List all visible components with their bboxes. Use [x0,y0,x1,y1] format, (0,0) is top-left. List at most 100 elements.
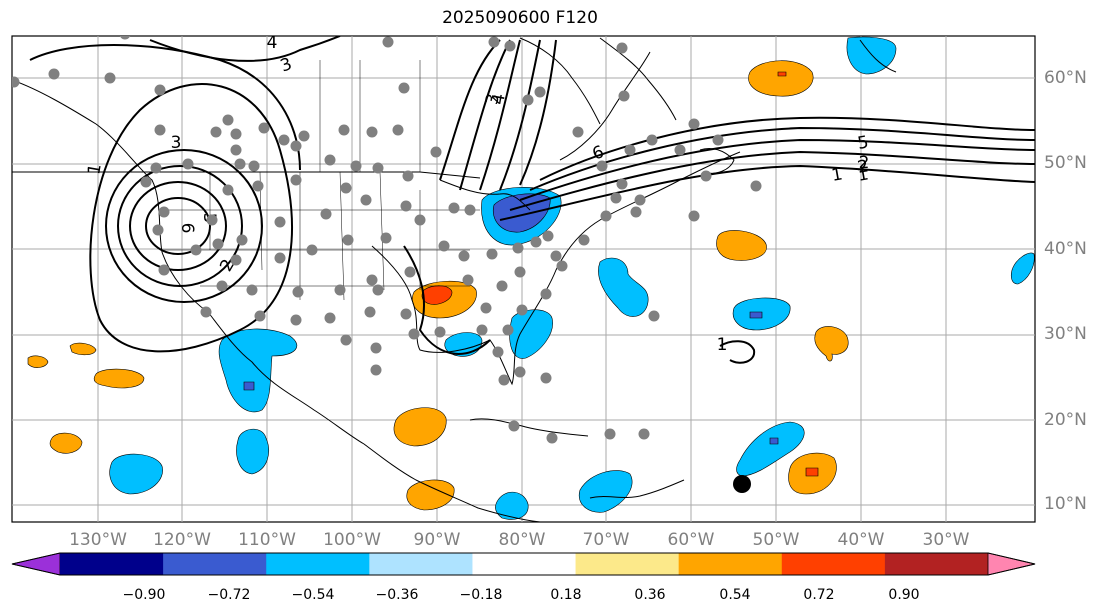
station-dot [274,216,286,228]
station-dot [750,180,762,192]
station-dot [182,158,194,170]
lon-label: 120°W [153,530,211,550]
station-dot [540,288,552,300]
station-dot [334,284,346,296]
negative-anomaly [444,332,483,357]
station-dot [712,134,724,146]
contour-label: 3 [171,133,182,153]
station-dot [370,364,382,376]
station-dot [210,126,222,138]
station-dot [392,124,404,136]
station-dot [430,146,442,158]
negative-anomaly [578,470,633,513]
station-dot [292,286,304,298]
station-dot [364,306,376,318]
station-dot [408,328,420,340]
colorbar-tick-label: −0.54 [291,587,335,603]
positive-anomaly [406,479,455,511]
station-dot [154,84,166,96]
colorbar-tick-label: 0.90 [888,587,920,603]
anomaly-fills [27,36,1035,520]
station-dot [370,342,382,354]
station-dot [578,234,590,246]
positive-anomaly [777,71,787,77]
station-dot [402,170,414,182]
colorbar-segment [575,553,680,575]
station-dot [512,242,524,254]
station-dot [438,240,450,252]
negative-anomaly [1010,252,1035,285]
station-dot [48,68,60,80]
lat-label: 30°N [1044,324,1087,344]
station-dot [190,244,202,256]
station-dot [604,428,616,440]
station-dot [222,114,234,126]
station-dot [340,334,352,346]
contour-label: 3 [482,92,504,106]
colorbar-tick-label: −0.18 [459,587,503,603]
station-dot [230,144,242,156]
colorbar-segment [266,553,370,575]
lon-label: 40°W [837,530,885,550]
station-dot [222,184,234,196]
colorbar-tick-label: 0.54 [719,587,751,603]
contour-label: 4 [488,92,510,106]
station-dot [540,372,552,384]
station-dot [486,248,498,260]
station-dot [404,266,416,278]
station-dot [372,162,384,174]
station-dot [400,308,412,320]
station-dot [502,324,514,336]
colorbar-segment [472,553,577,575]
station-dot [12,76,20,88]
negative-anomaly [509,309,553,359]
negative-anomaly [598,257,649,317]
station-dot [246,284,258,296]
station-dot [366,274,378,286]
colorbar-outline [11,552,1036,576]
station-dot [152,224,164,236]
station-dot [274,252,286,264]
colorbar-segment [781,553,886,575]
positive-anomaly [93,368,145,389]
lat-label: 40°N [1044,239,1087,259]
station-dot [298,130,310,142]
station-dot [434,326,446,338]
positive-anomaly [69,342,97,356]
station-dot [634,194,646,206]
station-dot [158,206,170,218]
colorbar-tick-label: 0.18 [550,587,582,603]
lat-label: 10°N [1044,494,1087,514]
station-dot [158,264,170,276]
colorbar-segment [163,553,267,575]
storm-marker [733,475,751,493]
negative-anomaly [495,491,529,520]
station-dot [414,214,426,226]
positive-anomaly [716,230,767,261]
station-dot [119,36,131,40]
contour-label: 2 [856,156,870,178]
lon-label: 50°W [752,530,800,550]
contour-label: 5 [856,132,870,154]
station-dot [504,40,516,52]
station-dot [688,210,700,222]
station-dot [200,306,212,318]
station-dot [480,302,492,314]
station-dot [572,126,584,138]
station-dot [498,374,510,386]
negative-anomaly [109,453,163,495]
station-dot [150,162,162,174]
station-dot [380,232,392,244]
colorbar-extend-low [11,552,61,576]
contour-label: 4 [267,33,278,53]
lon-label: 130°W [69,530,127,550]
lon-label: 80°W [498,530,546,550]
station-dot [448,202,460,214]
lon-label: 110°W [238,530,296,550]
station-dot [154,124,166,136]
lon-label: 30°W [922,530,970,550]
station-dot [630,206,642,218]
station-dot [646,134,658,146]
colorbar-tick-label: −0.90 [122,587,166,603]
station-dot [290,314,302,326]
